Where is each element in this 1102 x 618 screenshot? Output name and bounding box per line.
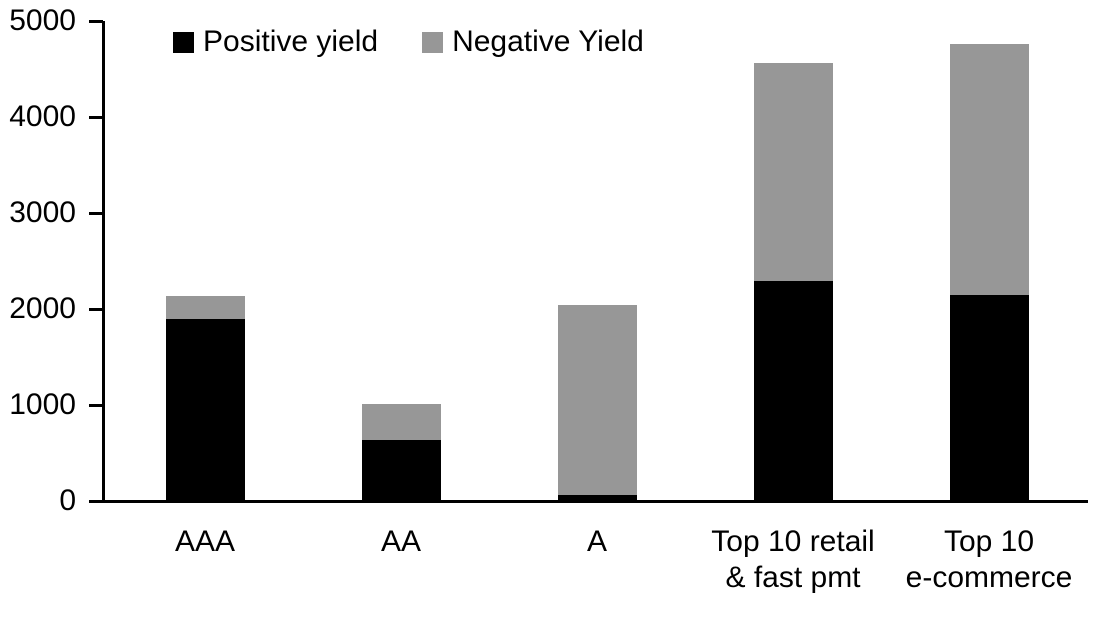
positive-yield-swatch <box>173 31 194 53</box>
negative-yield-swatch <box>422 31 444 53</box>
y-tick <box>89 500 103 503</box>
y-tick <box>89 308 103 311</box>
y-tick-label: 0 <box>59 484 76 517</box>
x-axis-label: A <box>586 525 607 558</box>
y-tick-label: 3000 <box>9 196 76 229</box>
bar-segment-positive <box>165 318 245 500</box>
legend-item-negative-yield: Negative Yield <box>422 25 644 59</box>
bar-segment-negative <box>949 44 1029 295</box>
y-tick-label: 4000 <box>9 100 76 133</box>
legend: Positive yield Negative Yield <box>173 25 644 59</box>
y-tick-label: 2000 <box>9 292 76 325</box>
x-axis-label: AA <box>380 525 422 558</box>
y-axis-line <box>102 21 105 503</box>
x-axis-label: AAA <box>174 525 236 558</box>
x-axis-line <box>102 500 1088 503</box>
bar-segment-positive <box>753 281 833 500</box>
y-tick <box>89 212 103 215</box>
bar-segment-positive <box>361 440 441 500</box>
bar-segment-negative <box>361 404 441 441</box>
y-tick-label: 1000 <box>9 388 76 421</box>
y-tick-label: 5000 <box>9 4 76 37</box>
bar-segment-negative <box>165 296 245 319</box>
bar-segment-negative <box>753 63 833 282</box>
bar-segment-negative <box>557 305 637 496</box>
legend-label-positive-yield: Positive yield <box>203 25 379 58</box>
bar-segment-positive <box>949 294 1029 500</box>
x-axis-label: Top 10 e-commerce <box>905 525 1073 594</box>
y-tick <box>89 20 103 23</box>
x-axis-label: Top 10 retail & fast pmt <box>711 525 875 594</box>
legend-label-negative-yield: Negative Yield <box>452 25 644 58</box>
legend-item-positive-yield: Positive yield <box>173 25 378 59</box>
bar-segment-positive <box>557 495 637 500</box>
y-tick <box>89 116 103 119</box>
y-tick <box>89 404 103 407</box>
